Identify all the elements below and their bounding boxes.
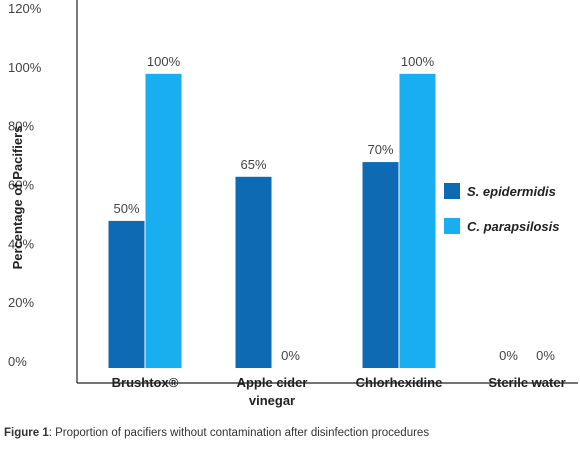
data-label: 100% xyxy=(401,54,435,69)
y-tick-label: 40% xyxy=(8,236,34,251)
y-tick-label: 60% xyxy=(8,178,34,193)
y-tick-label: 0% xyxy=(8,354,27,369)
caption-text: : Proportion of pacifiers without contam… xyxy=(48,427,430,439)
y-tick-label: 100% xyxy=(8,60,42,75)
y-tick-label: 80% xyxy=(8,119,34,134)
legend-swatch xyxy=(444,218,460,234)
y-tick-label: 20% xyxy=(8,295,34,310)
data-label: 0% xyxy=(536,348,555,363)
bar xyxy=(399,73,436,368)
bar xyxy=(235,176,272,368)
data-label: 70% xyxy=(367,142,393,157)
y-tick-label: 120% xyxy=(8,1,42,16)
data-label: 0% xyxy=(499,348,518,363)
data-label: 65% xyxy=(240,157,266,172)
bar xyxy=(108,220,145,368)
category-label: Chlorhexidine xyxy=(356,375,443,390)
legend: S. epidermidis C. parapsilosis xyxy=(444,183,559,234)
legend-label: C. parapsilosis xyxy=(467,219,559,234)
data-label: 0% xyxy=(281,348,300,363)
category-label: Sterile water xyxy=(488,375,565,390)
figure-caption: Figure 1: Proportion of pacifiers withou… xyxy=(4,427,429,439)
category-labels: Brushtox® Apple cider vinegar Chlorhexidine… xyxy=(112,375,566,408)
data-label: 50% xyxy=(113,201,139,216)
bar xyxy=(145,73,182,368)
bar xyxy=(362,162,399,368)
legend-swatch xyxy=(444,183,460,199)
y-axis-label: Percentage of Pacifiers xyxy=(10,126,25,270)
category-label: Brushtox® xyxy=(112,375,179,390)
legend-label: S. epidermidis xyxy=(467,184,556,199)
data-label: 100% xyxy=(147,54,181,69)
bar-chart: 0% 20% 40% 60% 80% 100% 120% Percentage of Paci… xyxy=(8,0,578,408)
bars: 50% 100% 65% 0% 70% 100% 0% 0% xyxy=(108,54,555,368)
category-label: vinegar xyxy=(249,393,295,408)
category-label: Apple cider xyxy=(237,375,308,390)
caption-lead: Figure 1 xyxy=(4,427,49,439)
y-axis: 0% 20% 40% 60% 80% 100% 120% Percentage of Paci… xyxy=(8,0,578,384)
